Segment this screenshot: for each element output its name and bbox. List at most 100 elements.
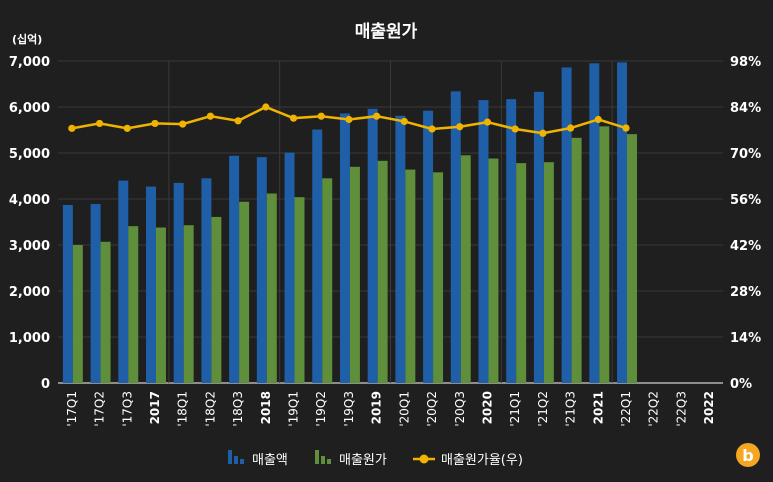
revenue-bar [146,186,156,383]
cogs-ratio-point [456,123,464,131]
x-tick-label: '22Q3 [674,391,688,427]
x-tick-label: '20Q2 [425,391,439,427]
cogs-ratio-point [400,117,408,126]
line-series-group [68,103,630,137]
y-left-tick-label: 4,000 [9,193,50,208]
cogs-ratio-point [483,118,492,126]
revenue-bar [506,99,517,384]
revenue-bar [201,178,212,383]
cogs-bar [266,193,277,383]
cogs-bar [349,166,360,383]
cogs-ratio-point [262,103,270,111]
revenue-bar [339,113,350,383]
revenue-bar [395,115,406,384]
y-right-tick-label: 98% [730,55,761,70]
cogs-ratio-point [317,112,325,120]
x-tick-label: '17Q3 [120,391,134,427]
revenue-bar [589,63,600,384]
cogs-ratio-point [594,115,602,124]
y-unit-label: (십억) [12,32,42,46]
cogs-ratio-point [622,124,630,132]
legend: 매출액 매출원가 매출원가율(우) [228,450,523,468]
legend-swatch [228,450,232,464]
cogs-bar [433,172,444,383]
x-tick-label: '19Q1 [287,391,301,427]
x-tick-label: '21Q3 [564,391,578,427]
x-tick-label: '22Q1 [619,391,633,427]
y-right-tick-label: 28% [730,285,761,300]
legend-label: 매출액 [252,453,288,468]
x-tick-label: '21Q2 [536,391,550,427]
brand-badge-circle [736,443,760,467]
cogs-bar [571,137,582,383]
x-tick-label: 2017 [148,391,162,424]
cogs-bar [100,241,111,383]
y-axis-left: 0 1,000 2,000 3,000 4,000 5,000 6,000 7,000 [9,55,50,392]
cogs-bar [405,169,416,383]
revenue-bar [312,129,323,383]
cogs-bar [322,178,333,383]
revenue-bar [423,110,434,384]
cogs-ratio-point [511,125,519,133]
cogs-ratio-point [234,117,242,125]
legend-label: 매출원가 [339,453,387,468]
chart-title: 매출원가 [355,22,418,42]
cogs-bar [183,225,194,383]
revenue-bar [367,108,378,383]
revenue-bar [533,91,544,383]
revenue-bar [617,62,628,383]
revenue-bar [450,91,461,384]
y-left-tick-label: 0 [41,377,50,392]
cogs-ratio-point [151,119,159,128]
revenue-bar [173,182,184,383]
x-tick-label: '20Q1 [397,391,411,427]
y-right-tick-label: 84% [730,101,761,116]
y-left-tick-label: 1,000 [9,331,50,346]
cogs-bar [488,158,499,383]
cogs-ratio-point [68,124,76,132]
y-right-tick-label: 70% [730,147,761,162]
revenue-bar [284,152,295,383]
legend-swatch [419,454,429,464]
cogs-ratio-point [539,129,547,137]
cogs-ratio-point [179,120,187,128]
cogs-ratio-point [123,124,131,132]
bar-series-group [62,62,637,384]
y-left-tick-label: 3,000 [9,239,50,254]
revenue-bar [62,204,73,383]
grid-lines [58,60,723,384]
revenue-bar [90,204,101,383]
brand-badge: b [736,443,760,467]
cogs-bar [627,134,637,383]
legend-swatch [315,450,319,464]
cogs-bar [377,160,388,383]
revenue-bar [561,67,572,383]
x-tick-label: '17Q1 [65,391,79,427]
y-axis-right: 0% 14% 28% 42% 56% 70% 84% 98% [730,55,761,392]
cogs-bar [155,227,166,383]
revenue-bar [478,100,489,383]
cogs-ratio-point [428,125,436,133]
x-tick-label: '19Q3 [342,391,356,427]
legend-swatch [234,456,238,464]
revenue-bar [256,157,267,383]
cogs-ratio-point [345,115,353,124]
cogs-bar [72,245,83,383]
cogs-bar [128,226,139,383]
cogs-bar [294,197,305,383]
x-tick-label: 2019 [370,391,384,424]
x-tick-label: '17Q2 [93,391,107,427]
cogs-ratio-point [206,112,214,120]
y-left-tick-label: 6,000 [9,101,50,116]
y-left-tick-label: 7,000 [9,55,50,70]
legend-swatch [327,459,331,464]
y-left-tick-label: 5,000 [9,147,50,162]
cogs-ratio-point [373,112,381,120]
x-tick-label: '18Q2 [203,391,217,427]
x-tick-label: '18Q1 [176,391,190,427]
legend-label: 매출원가율(우) [441,453,523,468]
x-tick-label: '21Q1 [508,391,522,427]
x-tick-label: '20Q3 [453,391,467,427]
